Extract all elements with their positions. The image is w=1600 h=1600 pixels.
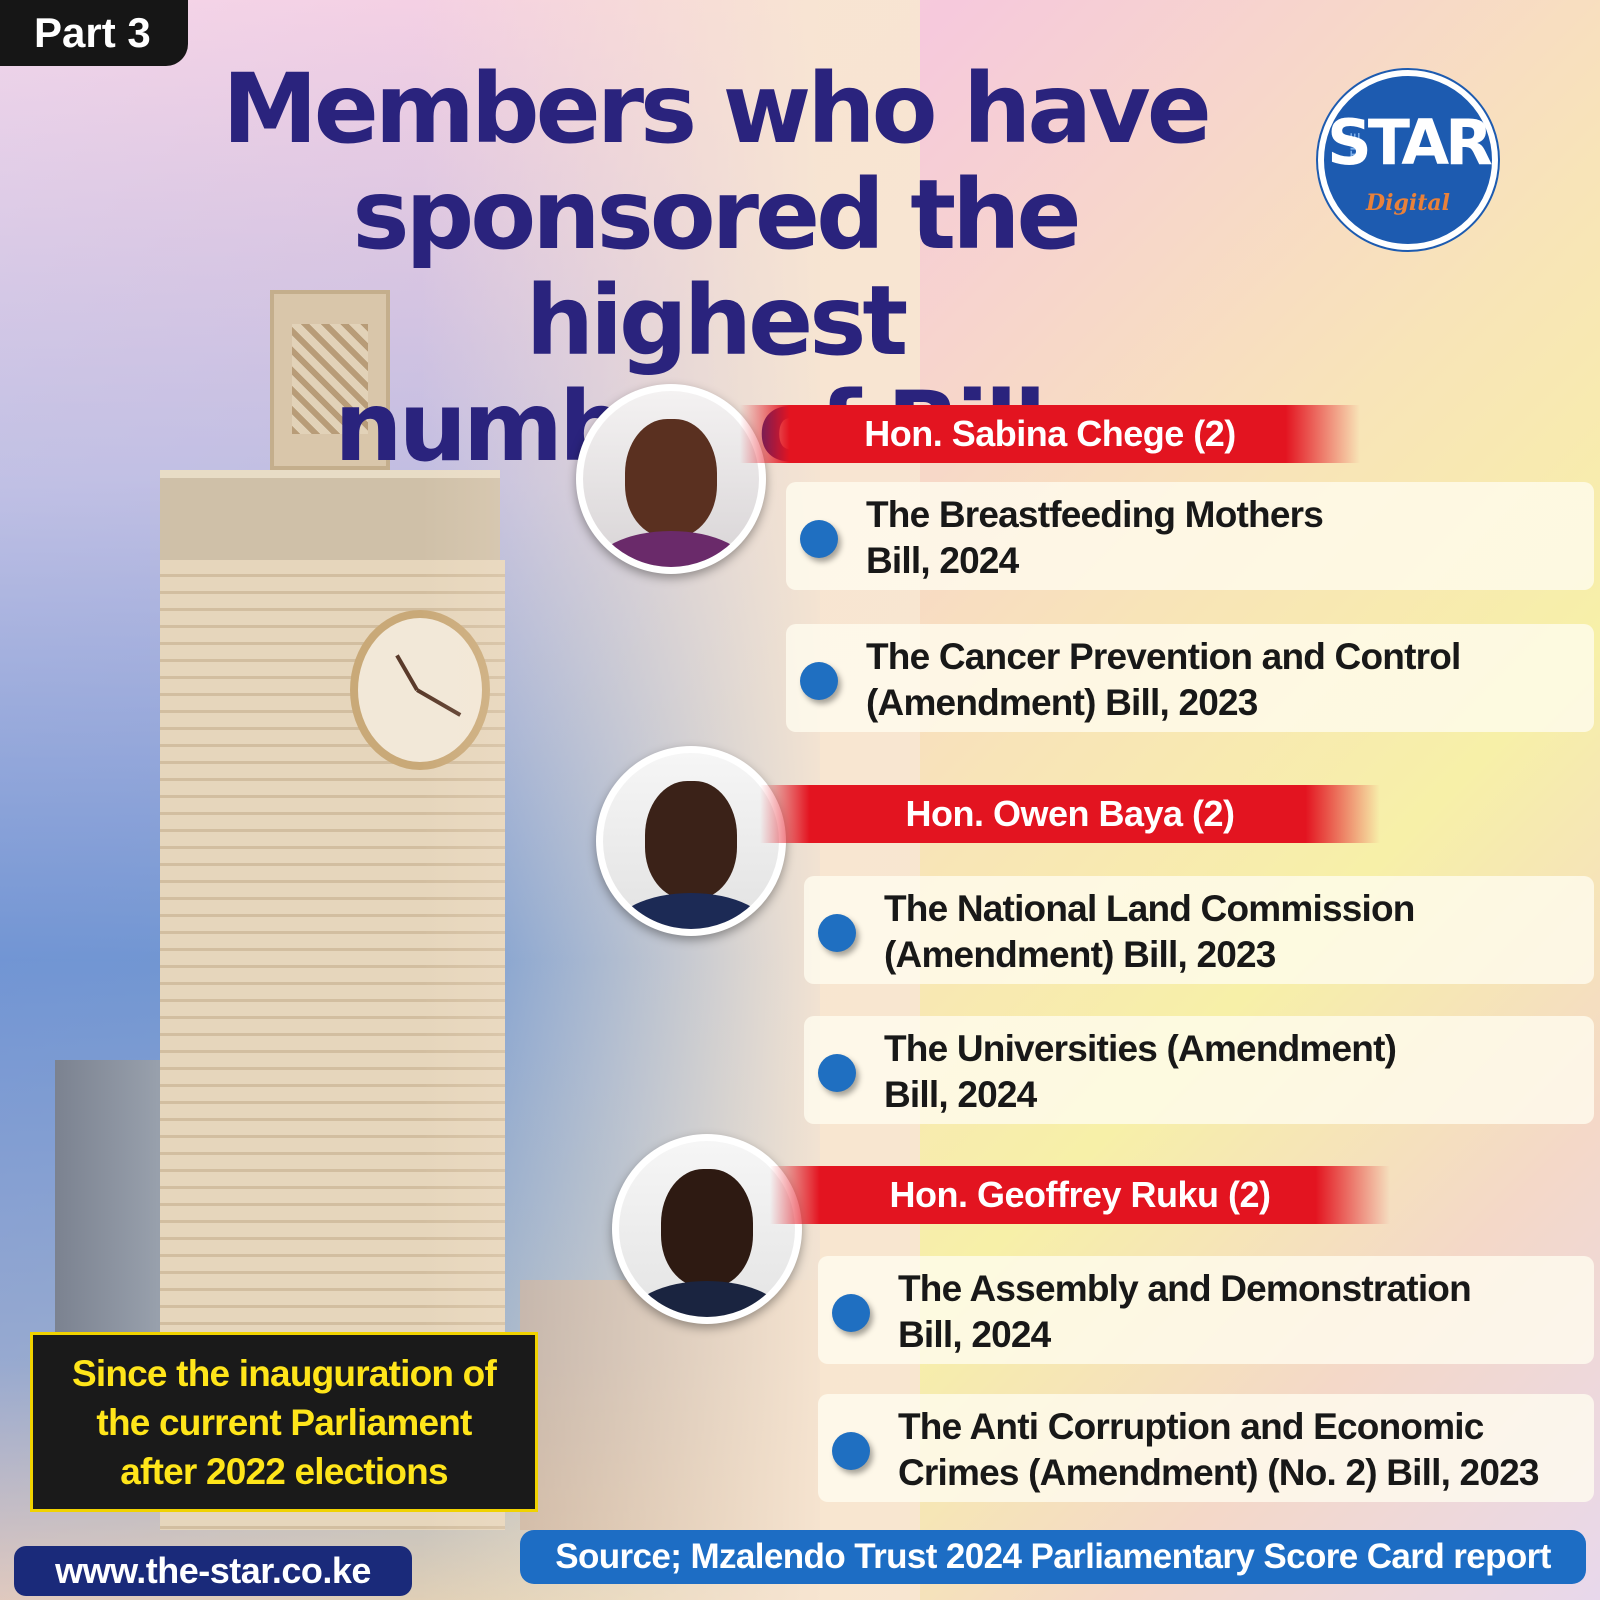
man-portrait-icon <box>603 753 779 929</box>
bullet-icon <box>800 520 838 558</box>
bill-item: The Assembly and Demonstration Bill, 202… <box>818 1256 1594 1364</box>
bullet-icon <box>818 1054 856 1092</box>
portrait-head <box>645 781 737 899</box>
bill-title-line: The Universities (Amendment) <box>884 1028 1397 1069</box>
bill-item: The Cancer Prevention and Control (Amend… <box>786 624 1594 732</box>
portrait-head <box>661 1169 753 1287</box>
portrait-head <box>625 419 717 537</box>
bill-title: The Breastfeeding Mothers Bill, 2024 <box>866 492 1582 584</box>
bill-title-line: The Cancer Prevention and Control <box>866 636 1461 677</box>
logo-star: STAR <box>1327 106 1493 179</box>
woman-portrait-icon <box>583 391 759 567</box>
bill-title: The Anti Corruption and Economic Crimes … <box>898 1404 1582 1496</box>
portrait-shoulders <box>591 531 751 567</box>
website-link[interactable]: www.the-star.co.ke <box>14 1546 412 1596</box>
bill-item: The Universities (Amendment) Bill, 2024 <box>804 1016 1594 1124</box>
bill-title-line: Bill, 2024 <box>898 1314 1051 1355</box>
part-label: Part 3 <box>0 0 188 66</box>
bill-title-line: Crimes (Amendment) (No. 2) Bill, 2023 <box>898 1452 1539 1493</box>
bill-item: The Breastfeeding Mothers Bill, 2024 <box>786 482 1594 590</box>
man-portrait-icon <box>619 1141 795 1317</box>
inauguration-note: Since the inauguration of the current Pa… <box>30 1332 538 1512</box>
bill-title: The Universities (Amendment) Bill, 2024 <box>884 1026 1582 1118</box>
bill-title-line: Bill, 2024 <box>884 1074 1037 1115</box>
bill-title: The Cancer Prevention and Control (Amend… <box>866 634 1582 726</box>
bill-title-line: (Amendment) Bill, 2023 <box>884 934 1276 975</box>
bill-title-line: Bill, 2024 <box>866 540 1019 581</box>
note-line: after 2022 elections <box>120 1451 448 1492</box>
member-photo-owen-baya <box>596 746 786 936</box>
member-name-banner: Hon. Owen Baya (2) <box>760 785 1380 843</box>
portrait-shoulders <box>611 893 771 929</box>
member-photo-geoffrey-ruku <box>612 1134 802 1324</box>
bullet-icon <box>818 914 856 952</box>
star-digital-logo: THE STAR Digital <box>1318 70 1498 250</box>
bill-title-line: The National Land Commission <box>884 888 1415 929</box>
portrait-shoulders <box>627 1281 787 1317</box>
headline-line: sponsored the highest <box>352 159 1081 377</box>
tower-spire <box>270 290 390 470</box>
member-name-banner: Hon. Geoffrey Ruku (2) <box>770 1166 1390 1224</box>
note-line: Since the inauguration of <box>71 1353 497 1394</box>
bill-title-line: The Assembly and Demonstration <box>898 1268 1472 1309</box>
bill-title-line: (Amendment) Bill, 2023 <box>866 682 1258 723</box>
bill-title: The National Land Commission (Amendment)… <box>884 886 1582 978</box>
headline-line: Members who have <box>222 53 1212 165</box>
member-name-banner: Hon. Sabina Chege (2) <box>740 405 1360 463</box>
member-photo-sabina-chege <box>576 384 766 574</box>
source-credit: Source; Mzalendo Trust 2024 Parliamentar… <box>520 1530 1586 1584</box>
note-line: the current Parliament <box>96 1402 472 1443</box>
bill-title-line: The Breastfeeding Mothers <box>866 494 1324 535</box>
bullet-icon <box>800 662 838 700</box>
logo-digital: Digital <box>1366 190 1450 216</box>
bill-item: The Anti Corruption and Economic Crimes … <box>818 1394 1594 1502</box>
bullet-icon <box>832 1432 870 1470</box>
bill-title-line: The Anti Corruption and Economic <box>898 1406 1484 1447</box>
bullet-icon <box>832 1294 870 1332</box>
bill-title: The Assembly and Demonstration Bill, 202… <box>898 1266 1582 1358</box>
bill-item: The National Land Commission (Amendment)… <box>804 876 1594 984</box>
